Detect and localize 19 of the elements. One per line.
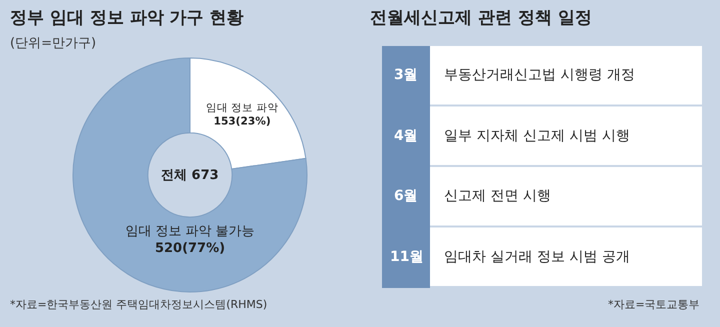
- text: 임대차 실거래 정보 시범 공개: [444, 249, 630, 265]
- text: 전월세신고제 관련 정책 일정: [370, 8, 592, 28]
- data-label: 153(23%): [214, 116, 271, 128]
- category-label: 3월: [394, 67, 418, 83]
- text: 부동산거래신고법 시행령 개정: [444, 67, 635, 83]
- text: 전체 673: [161, 168, 219, 183]
- donut-slice: [72, 58, 308, 292]
- text: 일부 지자체 신고제 시범 시행: [444, 128, 630, 144]
- data-label: 520(77%): [154, 240, 226, 256]
- category-label: 11월: [390, 249, 424, 265]
- text: *자료=국토교통부: [608, 298, 700, 311]
- chart-subtitle: (단위=만가구): [10, 36, 96, 51]
- text: 신고제 전면 시행: [444, 188, 551, 204]
- category-label: 6월: [394, 188, 418, 204]
- text: *자료=한국부동산원 주택임대차정보시스템(RHMS): [10, 298, 268, 311]
- slice-label: 임대 정보 파악 불가능: [125, 224, 255, 239]
- chart-title: 정부 임대 정보 파악 가구 현황: [10, 8, 244, 28]
- category-label: 4월: [394, 128, 418, 144]
- slice-label: 임대 정보 파악: [206, 102, 278, 114]
